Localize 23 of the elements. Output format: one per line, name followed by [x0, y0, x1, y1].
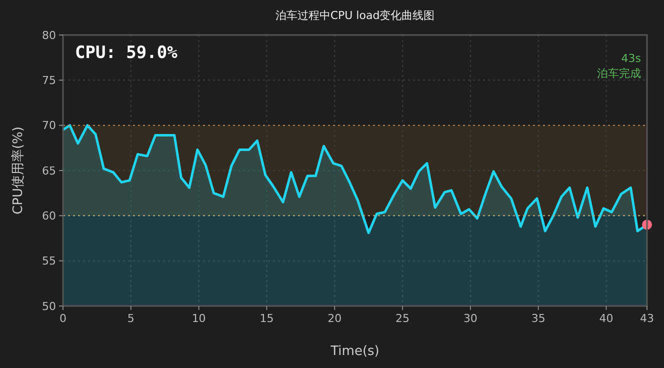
x-tick-label: 5	[127, 312, 134, 325]
x-tick-label: 40	[599, 312, 614, 325]
x-tick-label: 43	[640, 312, 654, 325]
x-tick-label: 30	[463, 312, 478, 325]
y-tick-label: 50	[42, 300, 56, 313]
y-axis-title: CPU使用率(%)	[10, 126, 26, 214]
annotation: 43s	[621, 52, 642, 65]
x-axis-title: Time(s)	[330, 344, 380, 359]
x-tick-label: 0	[60, 312, 66, 325]
annotation: CPU: 59.0%	[75, 43, 178, 63]
y-tick-label: 75	[42, 74, 56, 88]
x-tick-label: 35	[531, 312, 546, 325]
annotation: 泊车完成	[597, 67, 641, 80]
chart-title: 泊车过程中CPU load变化曲线图	[275, 9, 435, 22]
x-tick-label: 10	[192, 312, 206, 325]
y-tick-label: 70	[42, 119, 56, 132]
y-tick-label: 55	[42, 254, 56, 268]
x-tick-label: 25	[396, 312, 410, 325]
x-tick-label: 20	[328, 312, 342, 325]
y-tick-label: 60	[42, 210, 56, 223]
x-tick-label: 15	[260, 312, 274, 325]
y-tick-label: 80	[42, 28, 56, 42]
y-tick-label: 65	[42, 164, 56, 178]
